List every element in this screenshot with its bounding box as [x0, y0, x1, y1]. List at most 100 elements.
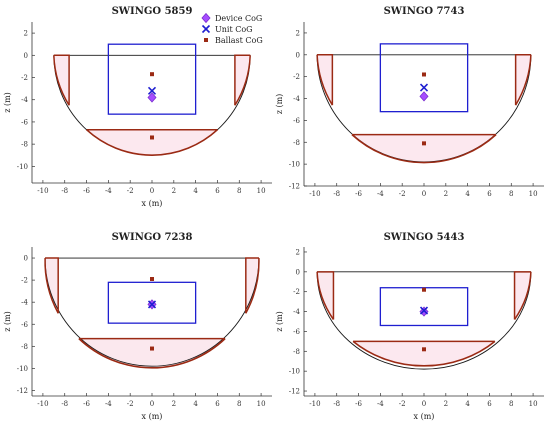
y-tick-label: -4: [21, 96, 28, 104]
x-axis-label: x (m): [142, 199, 163, 208]
left-tank-fill: [53, 55, 70, 106]
x-tick-label: 0: [422, 190, 426, 198]
x-tick-label: 8: [237, 400, 241, 408]
unit-cog-marker: [147, 300, 157, 309]
y-axis-label: z (m): [275, 311, 284, 332]
right-tank: [234, 54, 251, 106]
ballast-cog-top: [150, 277, 154, 282]
unit-box: [107, 43, 197, 115]
ballast-arc: [351, 134, 497, 164]
x-tick-label: -2: [127, 400, 134, 408]
x-tick-label: -2: [399, 190, 406, 198]
y-tick-label: -8: [293, 139, 300, 147]
left-tank-arc: [316, 54, 334, 106]
ballast-cog-marker: [150, 346, 154, 351]
y-tick-label: 0: [296, 268, 300, 276]
x-tick-label: 4: [465, 400, 470, 408]
x-axis-label: x (m): [414, 412, 435, 421]
y-tick-label: -2: [293, 73, 300, 81]
y-tick-label: 2: [296, 248, 300, 256]
ballast-cog-top: [422, 287, 426, 292]
right-tank-arc: [513, 271, 532, 320]
y-tick-label: 0: [24, 52, 28, 60]
y-axis-label: z (m): [275, 94, 284, 115]
left-tank-fill: [317, 54, 333, 106]
x-tick-label: 10: [257, 400, 266, 408]
hull-shading: [45, 258, 259, 368]
left-tank-arc: [316, 271, 335, 320]
x-tick-label: -2: [127, 187, 134, 195]
chart-title: SWINGO 7743: [384, 6, 465, 17]
x-tick-label: -6: [355, 190, 362, 198]
x-tick-label: -10: [37, 400, 48, 408]
ballast-fill: [353, 341, 495, 366]
left-tank: [317, 271, 335, 320]
hull-shading: [317, 271, 531, 366]
ballast-arc: [352, 340, 496, 367]
x-tick-label: 8: [509, 190, 513, 198]
y-tick-label: -2: [21, 277, 28, 285]
x-tick-label: 0: [422, 400, 426, 408]
y-tick-label: -6: [21, 118, 28, 126]
left-tank: [45, 257, 59, 314]
right-tank-arc: [234, 55, 251, 106]
legend-label: Ballast CoG: [215, 36, 263, 45]
x-tick-label: 6: [215, 400, 220, 408]
x-tick-label: 4: [465, 190, 470, 198]
x-tick-label: 10: [529, 400, 538, 408]
legend-unit-symbol: [201, 24, 211, 34]
legend-label: Unit CoG: [215, 25, 253, 34]
x-tick-label: -4: [377, 190, 384, 198]
x-tick-label: -4: [105, 187, 112, 195]
x-tick-label: 6: [487, 190, 492, 198]
y-axis-label: z (m): [3, 311, 12, 332]
device-cog-marker: [419, 91, 429, 102]
subplot-1: SWINGO 5859 -10 -8 -6 -4 -2 0 2 4 6 8 10 2 0 -2 -4 -6 -8 -…: [3, 6, 272, 208]
y-tick-label: -6: [293, 328, 300, 336]
y-tick-label: 0: [24, 255, 28, 263]
y-tick-label: -6: [21, 321, 28, 329]
left-tank: [317, 54, 334, 106]
y-tick-label: -10: [289, 161, 300, 169]
right-tank-fill: [245, 258, 259, 314]
x-tick-label: 10: [529, 190, 538, 198]
x-tick-label: 8: [509, 400, 513, 408]
x-tick-label: 0: [150, 187, 154, 195]
x-axis-label: x (m): [142, 412, 163, 421]
right-tank-fill: [515, 54, 531, 106]
hull-arc: [44, 258, 260, 367]
ballast-fill: [352, 134, 496, 163]
y-tick-label: -8: [21, 343, 28, 351]
x-tick-label: -6: [355, 400, 362, 408]
left-tank-arc: [53, 55, 70, 106]
left-tank-arc: [44, 258, 59, 314]
x-tick-label: -6: [83, 187, 90, 195]
x-tick-label: 2: [172, 187, 176, 195]
right-tank: [245, 257, 259, 314]
x-tick-label: -8: [333, 400, 340, 408]
x-tick-label: 8: [237, 187, 241, 195]
x-tick-label: -4: [377, 400, 384, 408]
unit-cog-marker: [419, 306, 429, 315]
x-tick-label: 0: [150, 400, 154, 408]
y-tick-label: -8: [293, 348, 300, 356]
x-tick-label: -2: [399, 400, 406, 408]
y-tick-label: 2: [296, 29, 300, 37]
x-tick-label: -10: [37, 187, 48, 195]
hull-arc: [316, 271, 532, 370]
x-tick-label: 4: [193, 400, 198, 408]
unit-cog-marker: [147, 86, 157, 95]
x-tick-label: 6: [487, 400, 492, 408]
ballast-cog-top: [150, 72, 154, 77]
y-tick-label: -12: [289, 388, 300, 396]
x-tick-label: 10: [257, 187, 266, 195]
legend-label: Device CoG: [215, 14, 262, 23]
unit-cog-marker: [419, 83, 429, 92]
right-tank: [514, 54, 531, 106]
unit-box: [379, 43, 469, 113]
ballast-cog-top: [422, 72, 426, 77]
ballast-cog-marker: [422, 141, 426, 146]
ballast-arc: [78, 338, 226, 369]
x-tick-label: 2: [172, 400, 176, 408]
